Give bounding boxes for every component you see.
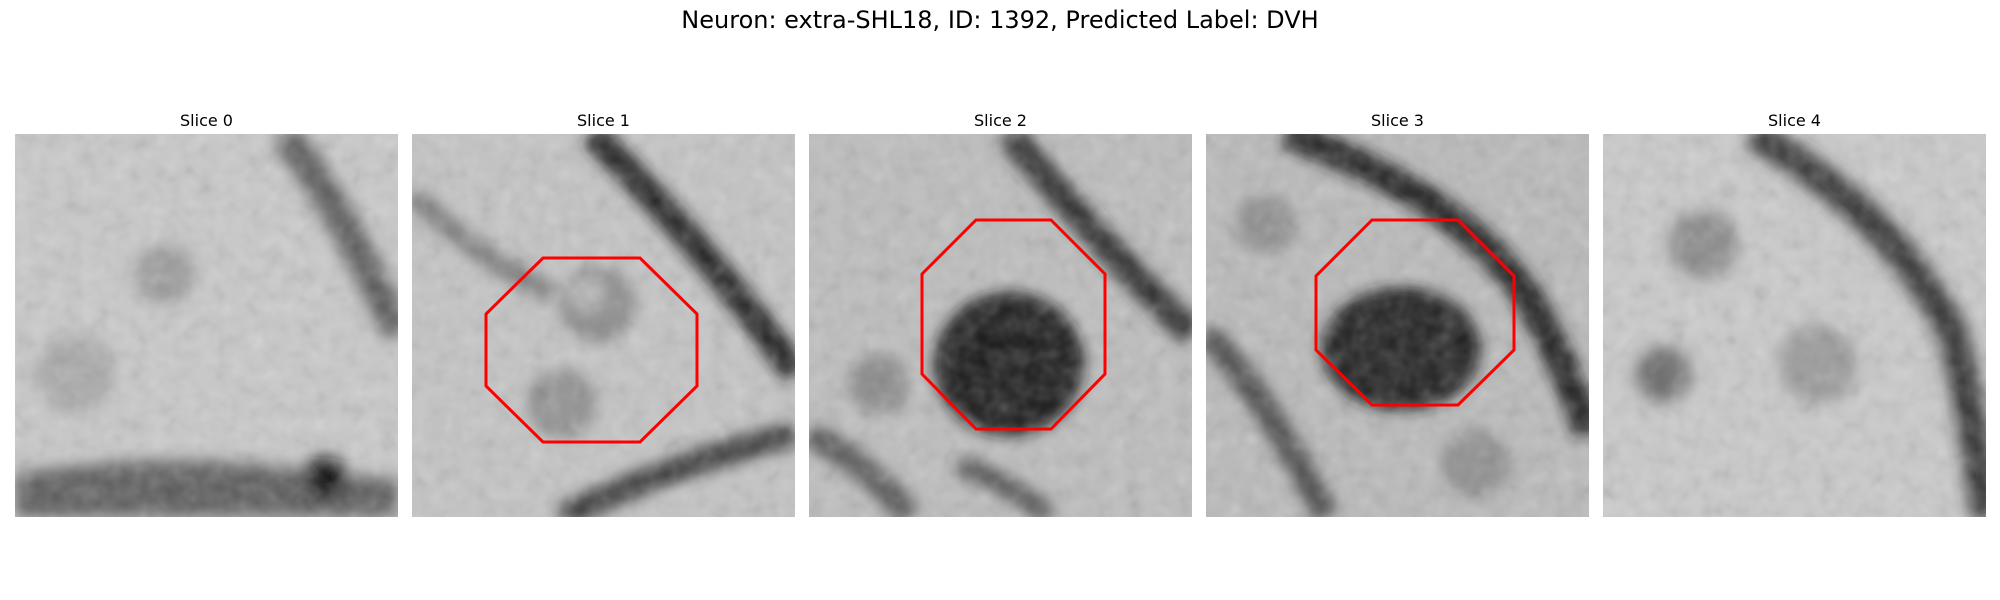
- slice-image: [1206, 134, 1589, 517]
- slice-title: Slice 0: [180, 111, 233, 130]
- slice-image-svg: [412, 134, 795, 517]
- slice-panel-3: Slice 3: [1206, 108, 1589, 517]
- slice-panel-1: Slice 1: [412, 108, 795, 517]
- slice-panel-4: Slice 4: [1603, 108, 1986, 517]
- slice-title: Slice 4: [1768, 111, 1821, 130]
- roi-octagon: [920, 218, 1107, 431]
- slice-image: [809, 134, 1192, 517]
- slice-image: [412, 134, 795, 517]
- slice-image: [15, 134, 398, 517]
- slice-panel-0: Slice 0: [15, 108, 398, 517]
- slice-title: Slice 1: [577, 111, 630, 130]
- slice-title: Slice 2: [974, 111, 1027, 130]
- slice-image-svg: [15, 134, 398, 517]
- slice-panel-2: Slice 2: [809, 108, 1192, 517]
- slice-image: [1603, 134, 1986, 517]
- roi-octagon: [1314, 218, 1516, 407]
- slice-image-svg: [1206, 134, 1589, 517]
- roi-octagon: [484, 256, 699, 444]
- slice-image-svg: [1603, 134, 1986, 517]
- figure-title: Neuron: extra-SHL18, ID: 1392, Predicted…: [681, 6, 1319, 34]
- slice-image-svg: [809, 134, 1192, 517]
- slice-title: Slice 3: [1371, 111, 1424, 130]
